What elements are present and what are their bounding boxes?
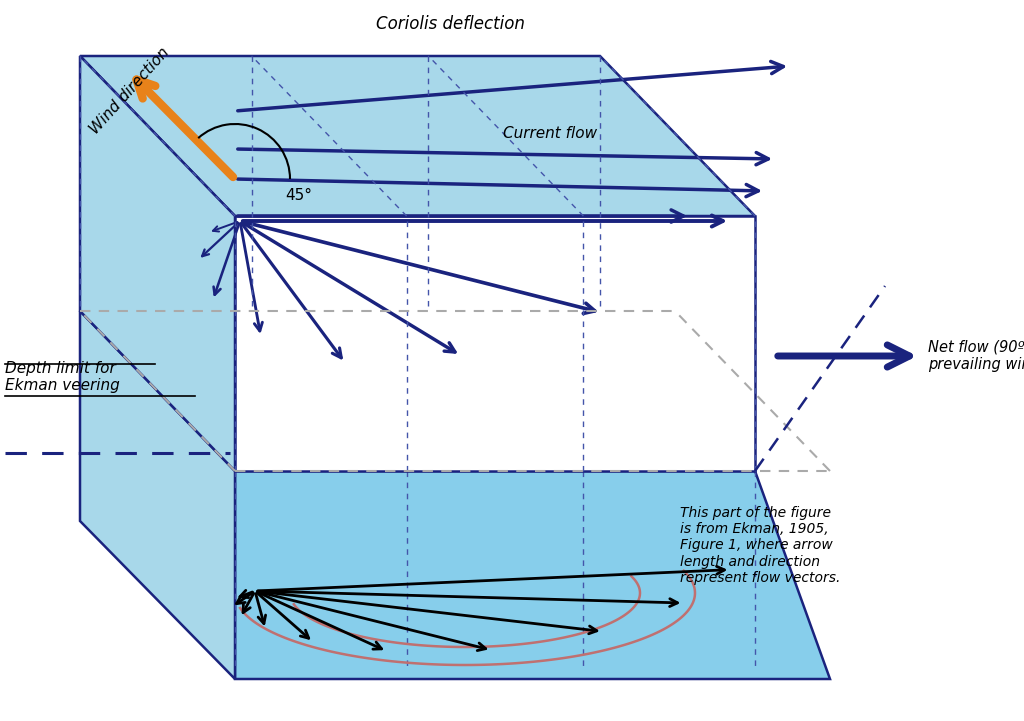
Text: Current flow: Current flow <box>503 126 597 141</box>
Text: Coriolis deflection: Coriolis deflection <box>376 15 524 33</box>
Text: Net flow (90º to
prevailing wind): Net flow (90º to prevailing wind) <box>928 340 1024 372</box>
Polygon shape <box>80 56 755 216</box>
Text: 45°: 45° <box>285 188 312 203</box>
Polygon shape <box>234 216 755 471</box>
Text: Depth limit for
Ekman veering: Depth limit for Ekman veering <box>5 361 120 394</box>
Polygon shape <box>80 311 234 679</box>
Text: Wind direction: Wind direction <box>87 45 173 137</box>
Polygon shape <box>80 56 234 471</box>
Text: This part of the figure
is from Ekman, 1905,
Figure 1, where arrow
length and di: This part of the figure is from Ekman, 1… <box>680 506 841 585</box>
Polygon shape <box>234 471 830 679</box>
